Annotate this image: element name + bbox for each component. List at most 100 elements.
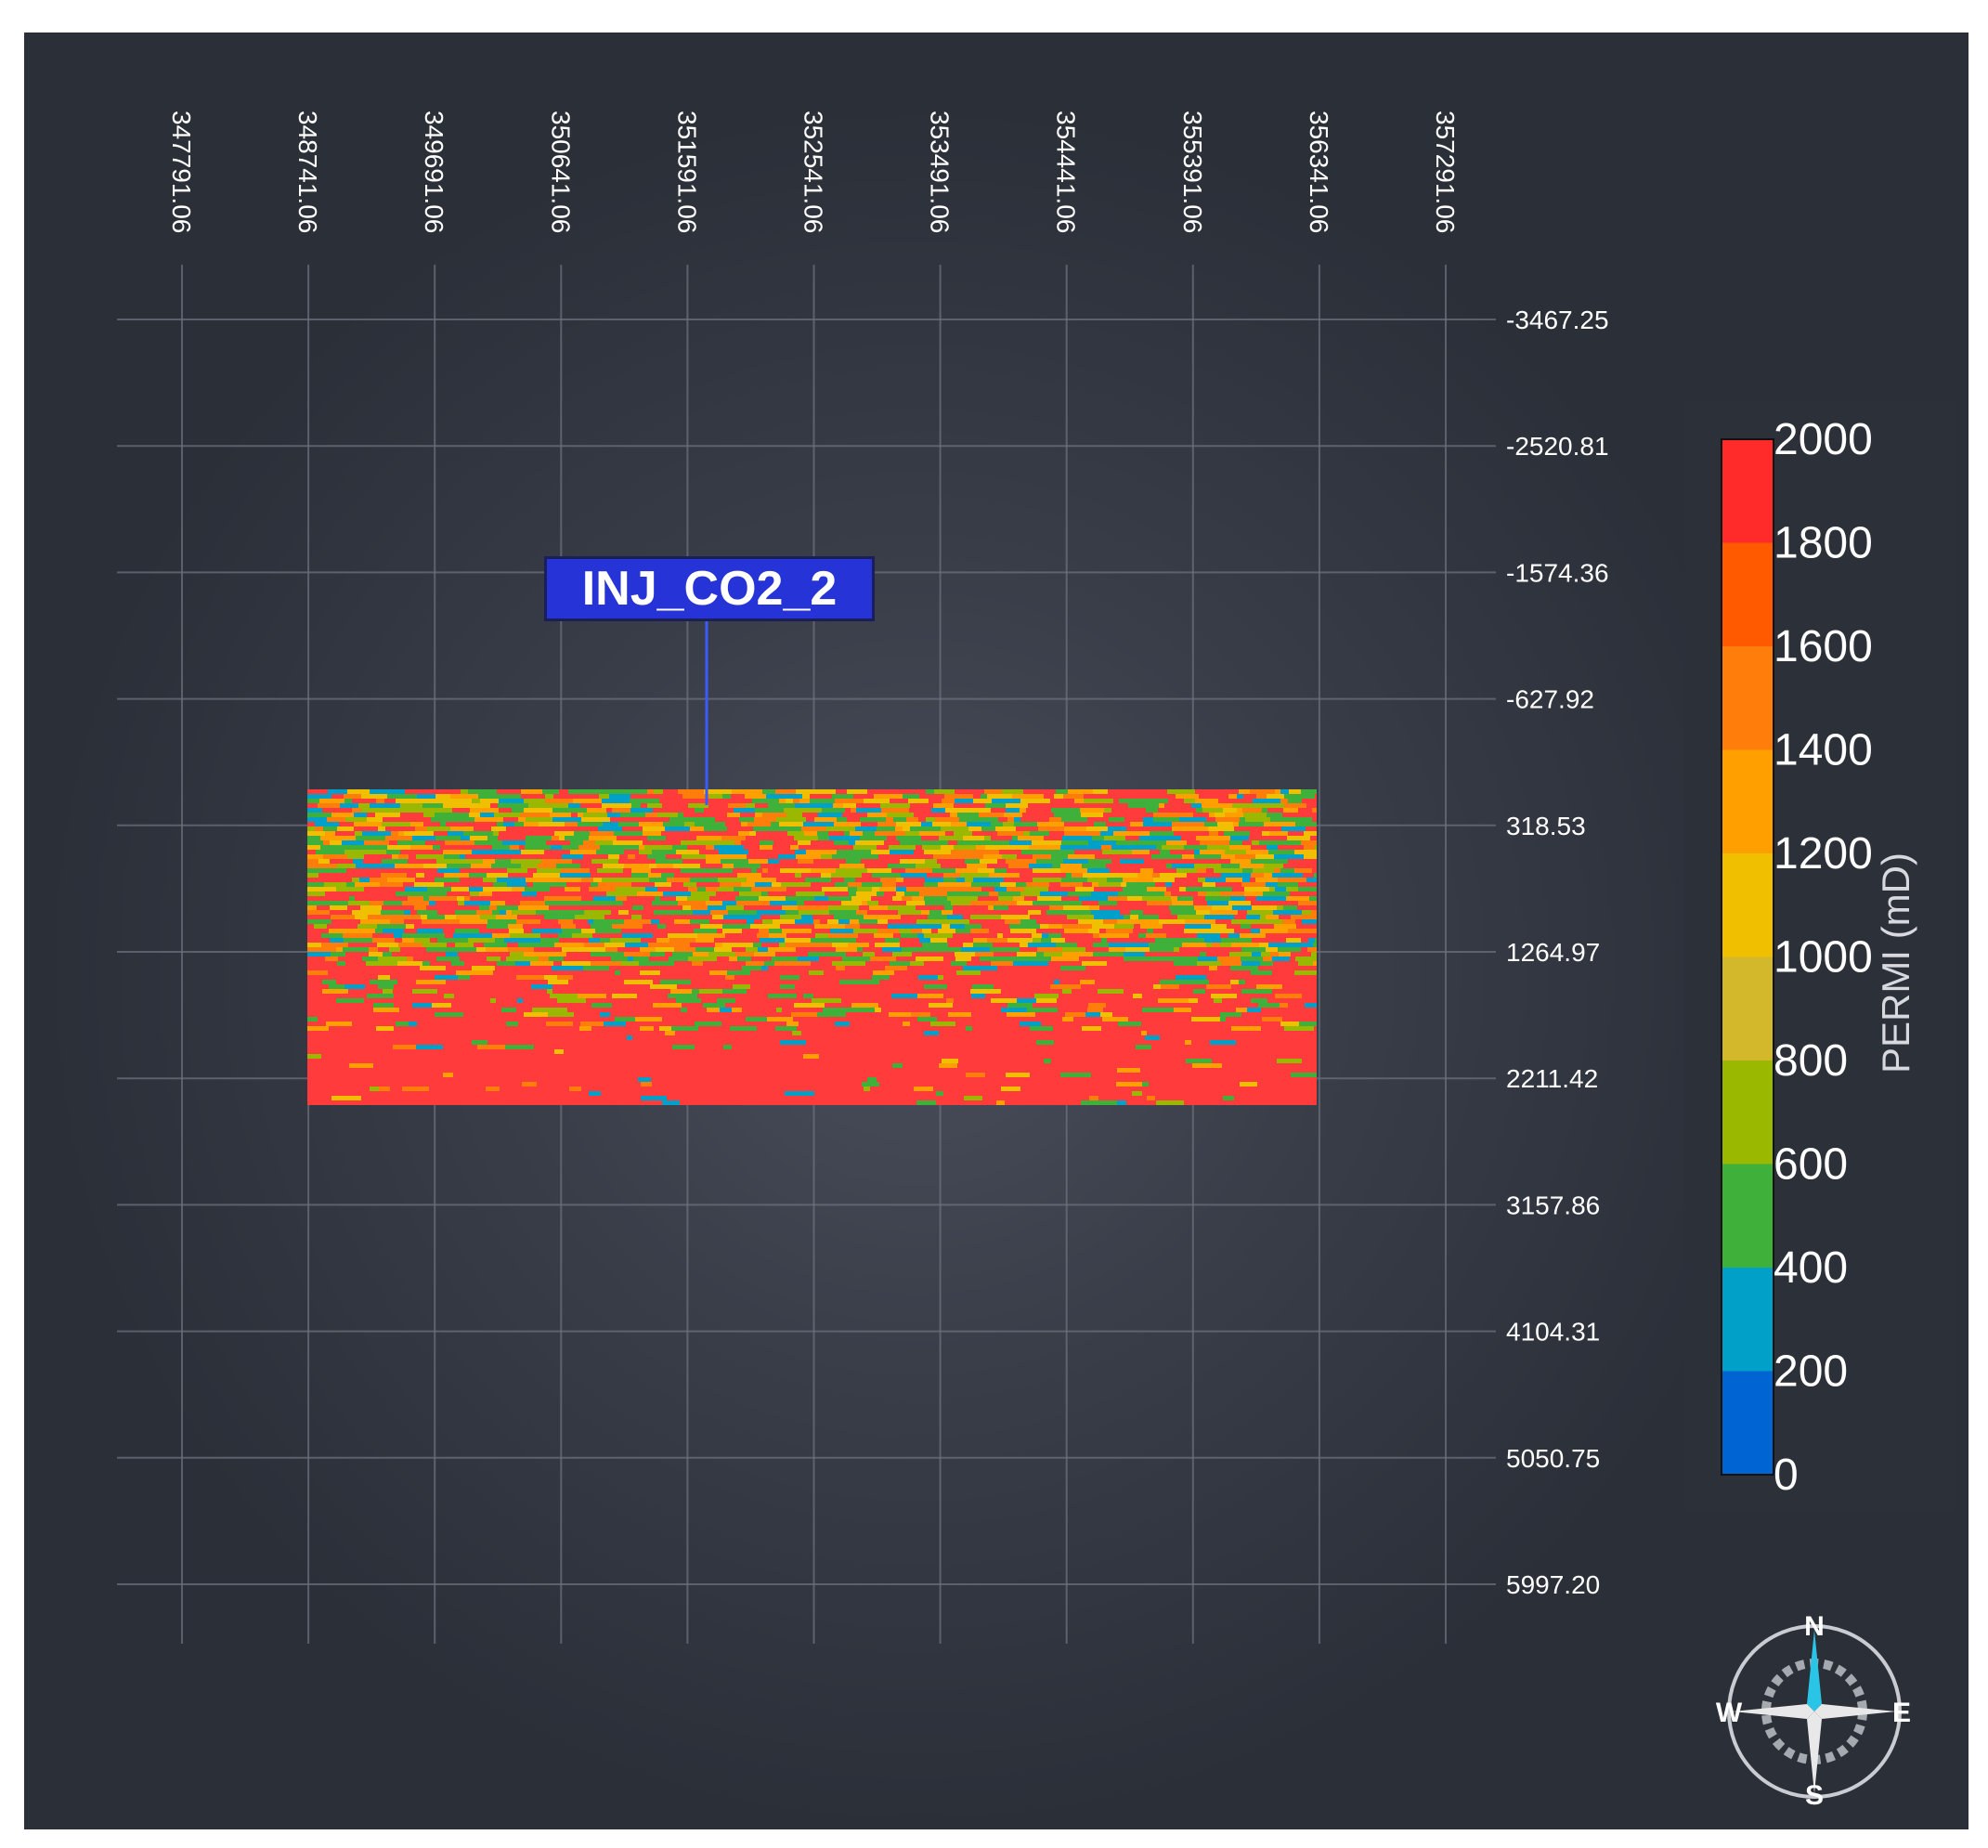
grid-cell xyxy=(1065,1012,1085,1017)
grid-cell xyxy=(799,808,822,813)
grid-cell xyxy=(1172,822,1189,826)
grid-cell xyxy=(612,882,631,887)
grid-cell xyxy=(1202,882,1215,887)
grid-cell xyxy=(532,929,562,933)
grid-cell xyxy=(584,910,611,915)
grid-cell xyxy=(1204,915,1216,919)
y-tick-label: -627.92 xyxy=(1506,685,1594,714)
grid-cell xyxy=(579,794,599,799)
grid-cell xyxy=(398,854,409,859)
grid-cell xyxy=(583,840,595,845)
grid-cell xyxy=(1116,1082,1142,1087)
grid-cell xyxy=(768,947,796,952)
grid-cell xyxy=(349,896,355,901)
grid-cell xyxy=(1247,910,1273,915)
grid-cell xyxy=(331,1059,354,1063)
grid-cell xyxy=(1297,998,1317,1003)
grid-cell xyxy=(1164,891,1171,896)
grid-cell xyxy=(648,943,666,947)
grid-cell xyxy=(1189,822,1204,826)
grid-cell xyxy=(1092,924,1114,929)
grid-cell xyxy=(483,859,495,864)
grid-cell xyxy=(484,943,507,947)
grid-cell xyxy=(1306,803,1317,808)
grid-cell xyxy=(649,878,667,882)
grid-cell xyxy=(623,901,652,905)
grid-cell xyxy=(1210,1040,1236,1045)
grid-cell xyxy=(378,984,394,989)
grid-cell xyxy=(980,859,997,864)
grid-cell xyxy=(619,845,639,850)
grid-cell xyxy=(519,845,525,850)
grid-cell xyxy=(584,943,604,947)
grid-cell xyxy=(1152,840,1166,845)
grid-cell xyxy=(655,896,660,901)
grid-cell xyxy=(804,943,832,947)
grid-cell xyxy=(498,803,528,808)
grid-cell xyxy=(1179,817,1206,822)
grid-cell xyxy=(375,915,399,919)
grid-cell xyxy=(583,813,607,817)
grid-cell xyxy=(1006,803,1028,808)
grid-cell xyxy=(307,970,328,975)
grid-cell xyxy=(453,933,474,938)
grid-cell xyxy=(747,919,754,924)
grid-cell xyxy=(1061,878,1087,882)
grid-cell xyxy=(972,831,997,836)
grid-cell xyxy=(1220,1012,1241,1017)
grid-cell xyxy=(1037,905,1049,910)
grid-cell xyxy=(319,799,344,803)
y-tick-label: 2211.42 xyxy=(1506,1064,1598,1093)
grid-cell xyxy=(1094,822,1106,826)
grid-cell xyxy=(801,826,826,831)
grid-cell xyxy=(774,989,783,994)
grid-cell xyxy=(559,836,565,840)
grid-cell xyxy=(733,845,744,850)
grid-cell xyxy=(354,813,367,817)
grid-cell xyxy=(978,896,998,901)
grid-cell xyxy=(869,905,888,910)
grid-cell xyxy=(645,887,657,891)
grid-cell xyxy=(1132,1091,1142,1096)
grid-cell xyxy=(995,826,1016,831)
grid-cell xyxy=(987,938,1007,943)
grid-cell xyxy=(1274,868,1280,873)
grid-cell xyxy=(1133,994,1142,998)
grid-cell xyxy=(568,803,580,808)
grid-cell xyxy=(1258,1003,1272,1008)
grid-cell xyxy=(490,998,496,1003)
grid-cell xyxy=(695,817,715,822)
compass-rose[interactable]: N S W E xyxy=(1712,1611,1917,1811)
grid-cell xyxy=(1117,1100,1126,1105)
grid-cell xyxy=(700,840,713,845)
grid-cell xyxy=(885,966,907,970)
grid-cell xyxy=(307,933,321,938)
grid-cell xyxy=(1193,896,1205,901)
grid-cell xyxy=(1256,919,1282,924)
grid-cell xyxy=(753,943,761,947)
grid-cell xyxy=(390,961,397,966)
grid-cell xyxy=(605,947,617,952)
grid-cell xyxy=(1264,822,1287,826)
well-label[interactable]: INJ_CO2_2 xyxy=(544,556,875,621)
grid-cell xyxy=(1212,943,1220,947)
grid-cell xyxy=(708,905,726,910)
grid-cell xyxy=(420,966,446,970)
grid-cell xyxy=(552,817,581,822)
grid-cell xyxy=(710,831,738,836)
grid-cell xyxy=(1251,901,1268,905)
grid-cell xyxy=(1149,943,1175,947)
y-tick-label: 4104.31 xyxy=(1506,1318,1600,1347)
grid-cell xyxy=(1133,929,1147,933)
grid-cell xyxy=(362,957,378,961)
grid-cell xyxy=(1094,915,1124,919)
grid-cell xyxy=(1060,864,1082,868)
grid-cell xyxy=(1111,952,1124,957)
grid-cell xyxy=(868,854,878,859)
grid-cell xyxy=(1124,957,1147,961)
grid-cell xyxy=(548,1012,574,1017)
grid-cell xyxy=(637,891,663,896)
grid-cell xyxy=(700,924,722,929)
grid-cell xyxy=(1275,887,1286,891)
3d-viewport[interactable]: 347791.06 348741.06 349691.06 350641.06 3515… xyxy=(24,33,1969,1829)
